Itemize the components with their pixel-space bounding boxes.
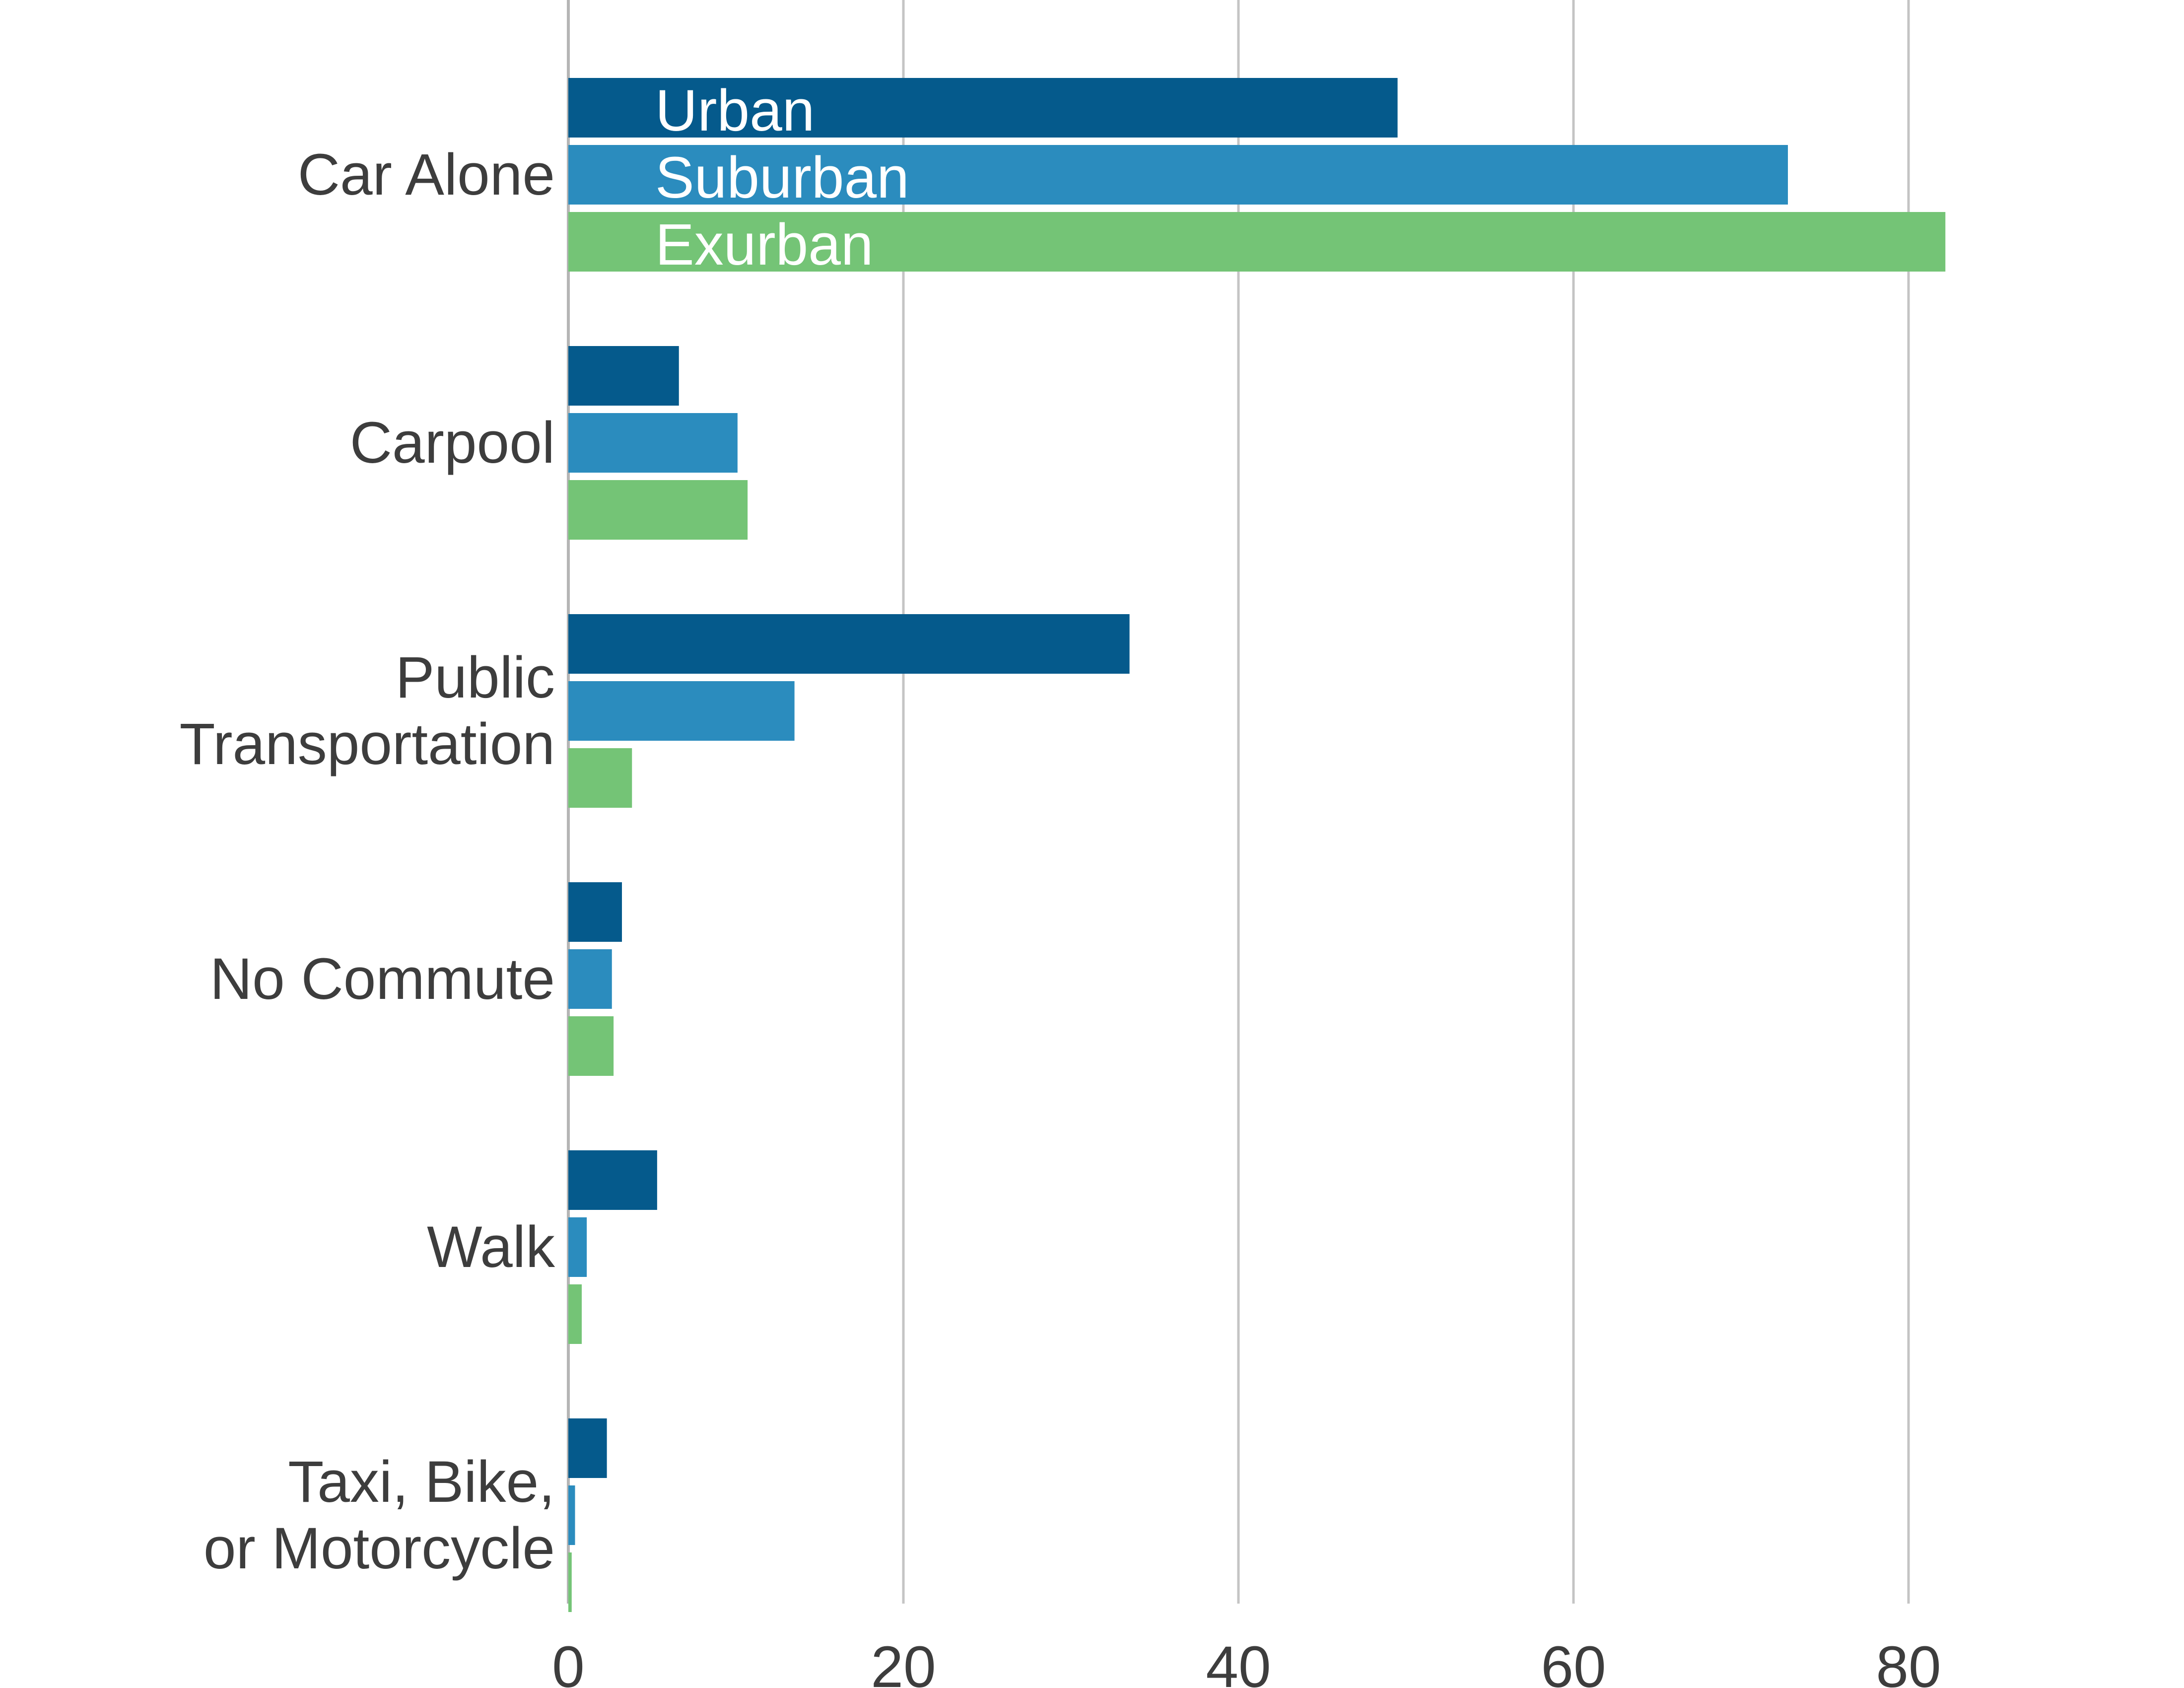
category-label: or Motorcycle <box>204 1516 555 1581</box>
bar-suburban-2 <box>568 681 795 741</box>
category-label: Public <box>396 645 555 710</box>
x-tick-label: 80 <box>1876 1634 1941 1688</box>
bar-urban-4 <box>568 1150 657 1210</box>
category-label: No Commute <box>210 946 555 1012</box>
bar-exurban-3 <box>568 1016 614 1076</box>
bar-exurban-1 <box>568 480 748 540</box>
bar-urban-1 <box>568 346 679 406</box>
x-tick-label: 0 <box>552 1634 585 1688</box>
bar-urban-2 <box>568 614 1130 674</box>
category-label: Carpool <box>350 410 555 476</box>
bar-suburban-5 <box>568 1485 575 1545</box>
bar-exurban-5 <box>568 1552 572 1612</box>
category-label: Transportation <box>180 711 555 777</box>
category-label: Car Alone <box>298 142 555 208</box>
category-label: Taxi, Bike, <box>288 1449 555 1515</box>
x-tick-label: 60 <box>1541 1634 1606 1688</box>
bar-exurban-0 <box>568 212 1946 272</box>
bars <box>568 78 1946 1612</box>
x-tick-label: 40 <box>1206 1634 1271 1688</box>
bar-urban-0 <box>568 78 1398 138</box>
series-label-suburban: Suburban <box>655 145 909 211</box>
bar-suburban-4 <box>568 1217 587 1277</box>
bar-urban-3 <box>568 882 622 942</box>
bar-suburban-1 <box>568 413 738 473</box>
bar-exurban-2 <box>568 748 632 808</box>
bar-suburban-0 <box>568 145 1788 205</box>
x-tick-label: 20 <box>871 1634 936 1688</box>
series-label-urban: Urban <box>655 78 815 143</box>
category-label: Walk <box>427 1214 555 1280</box>
bar-urban-5 <box>568 1418 607 1478</box>
bar-exurban-4 <box>568 1284 582 1344</box>
bar-suburban-3 <box>568 949 612 1009</box>
series-label-exurban: Exurban <box>655 212 874 278</box>
